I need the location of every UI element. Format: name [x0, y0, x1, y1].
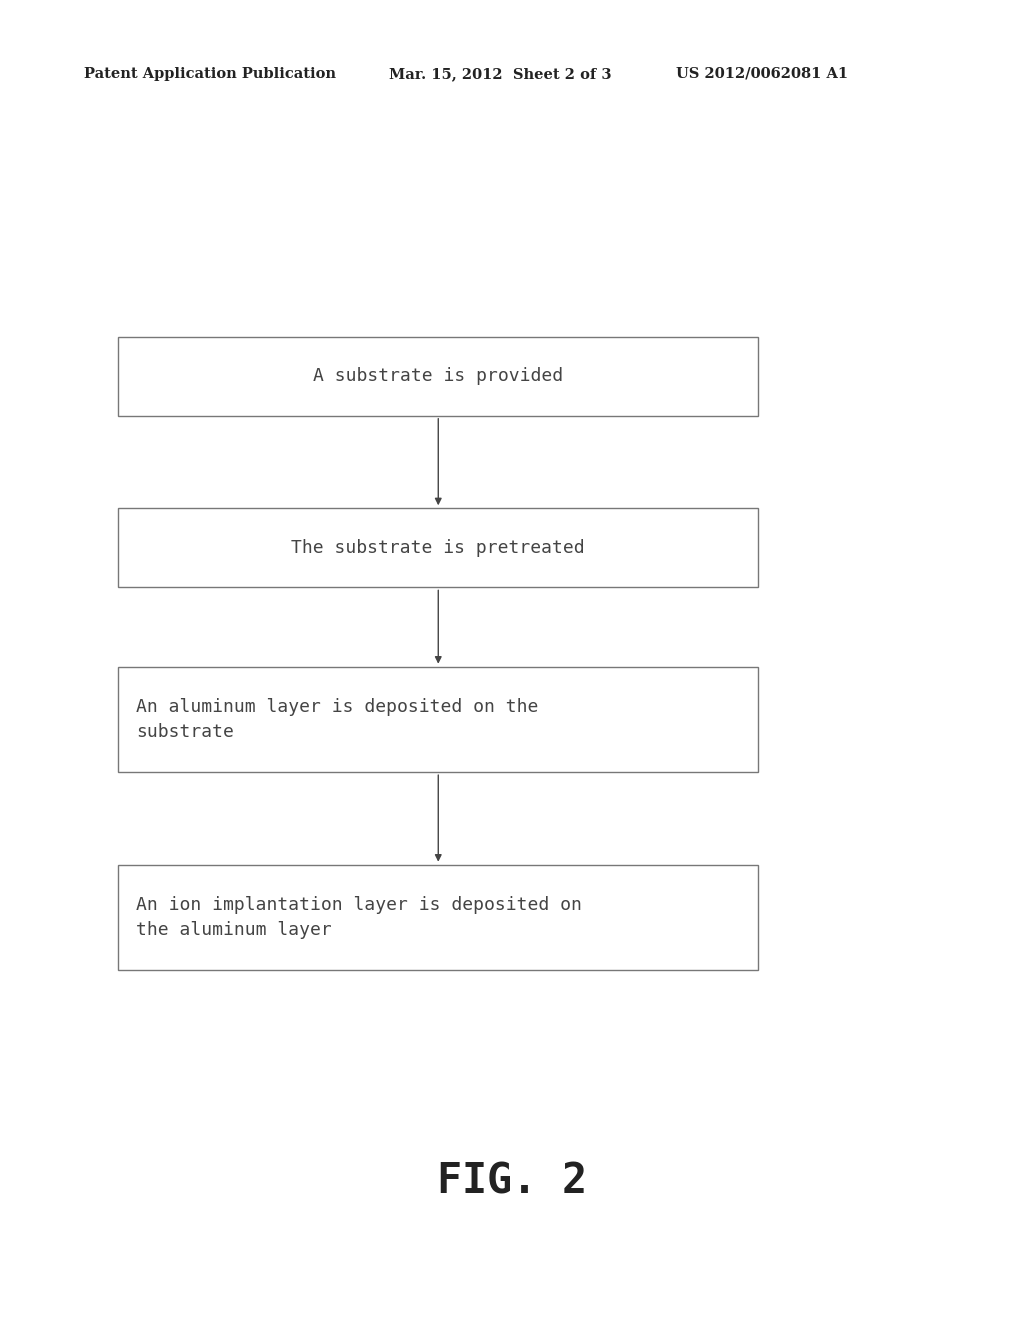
Text: US 2012/0062081 A1: US 2012/0062081 A1 [676, 67, 848, 81]
Text: An ion implantation layer is deposited on
the aluminum layer: An ion implantation layer is deposited o… [136, 896, 582, 939]
Text: A substrate is provided: A substrate is provided [312, 367, 563, 385]
Text: Mar. 15, 2012  Sheet 2 of 3: Mar. 15, 2012 Sheet 2 of 3 [389, 67, 611, 81]
FancyBboxPatch shape [118, 337, 758, 416]
Text: The substrate is pretreated: The substrate is pretreated [291, 539, 585, 557]
FancyBboxPatch shape [118, 508, 758, 587]
Text: Patent Application Publication: Patent Application Publication [84, 67, 336, 81]
FancyBboxPatch shape [118, 667, 758, 772]
Text: FIG. 2: FIG. 2 [437, 1160, 587, 1203]
Text: An aluminum layer is deposited on the
substrate: An aluminum layer is deposited on the su… [136, 698, 539, 741]
FancyBboxPatch shape [118, 865, 758, 970]
